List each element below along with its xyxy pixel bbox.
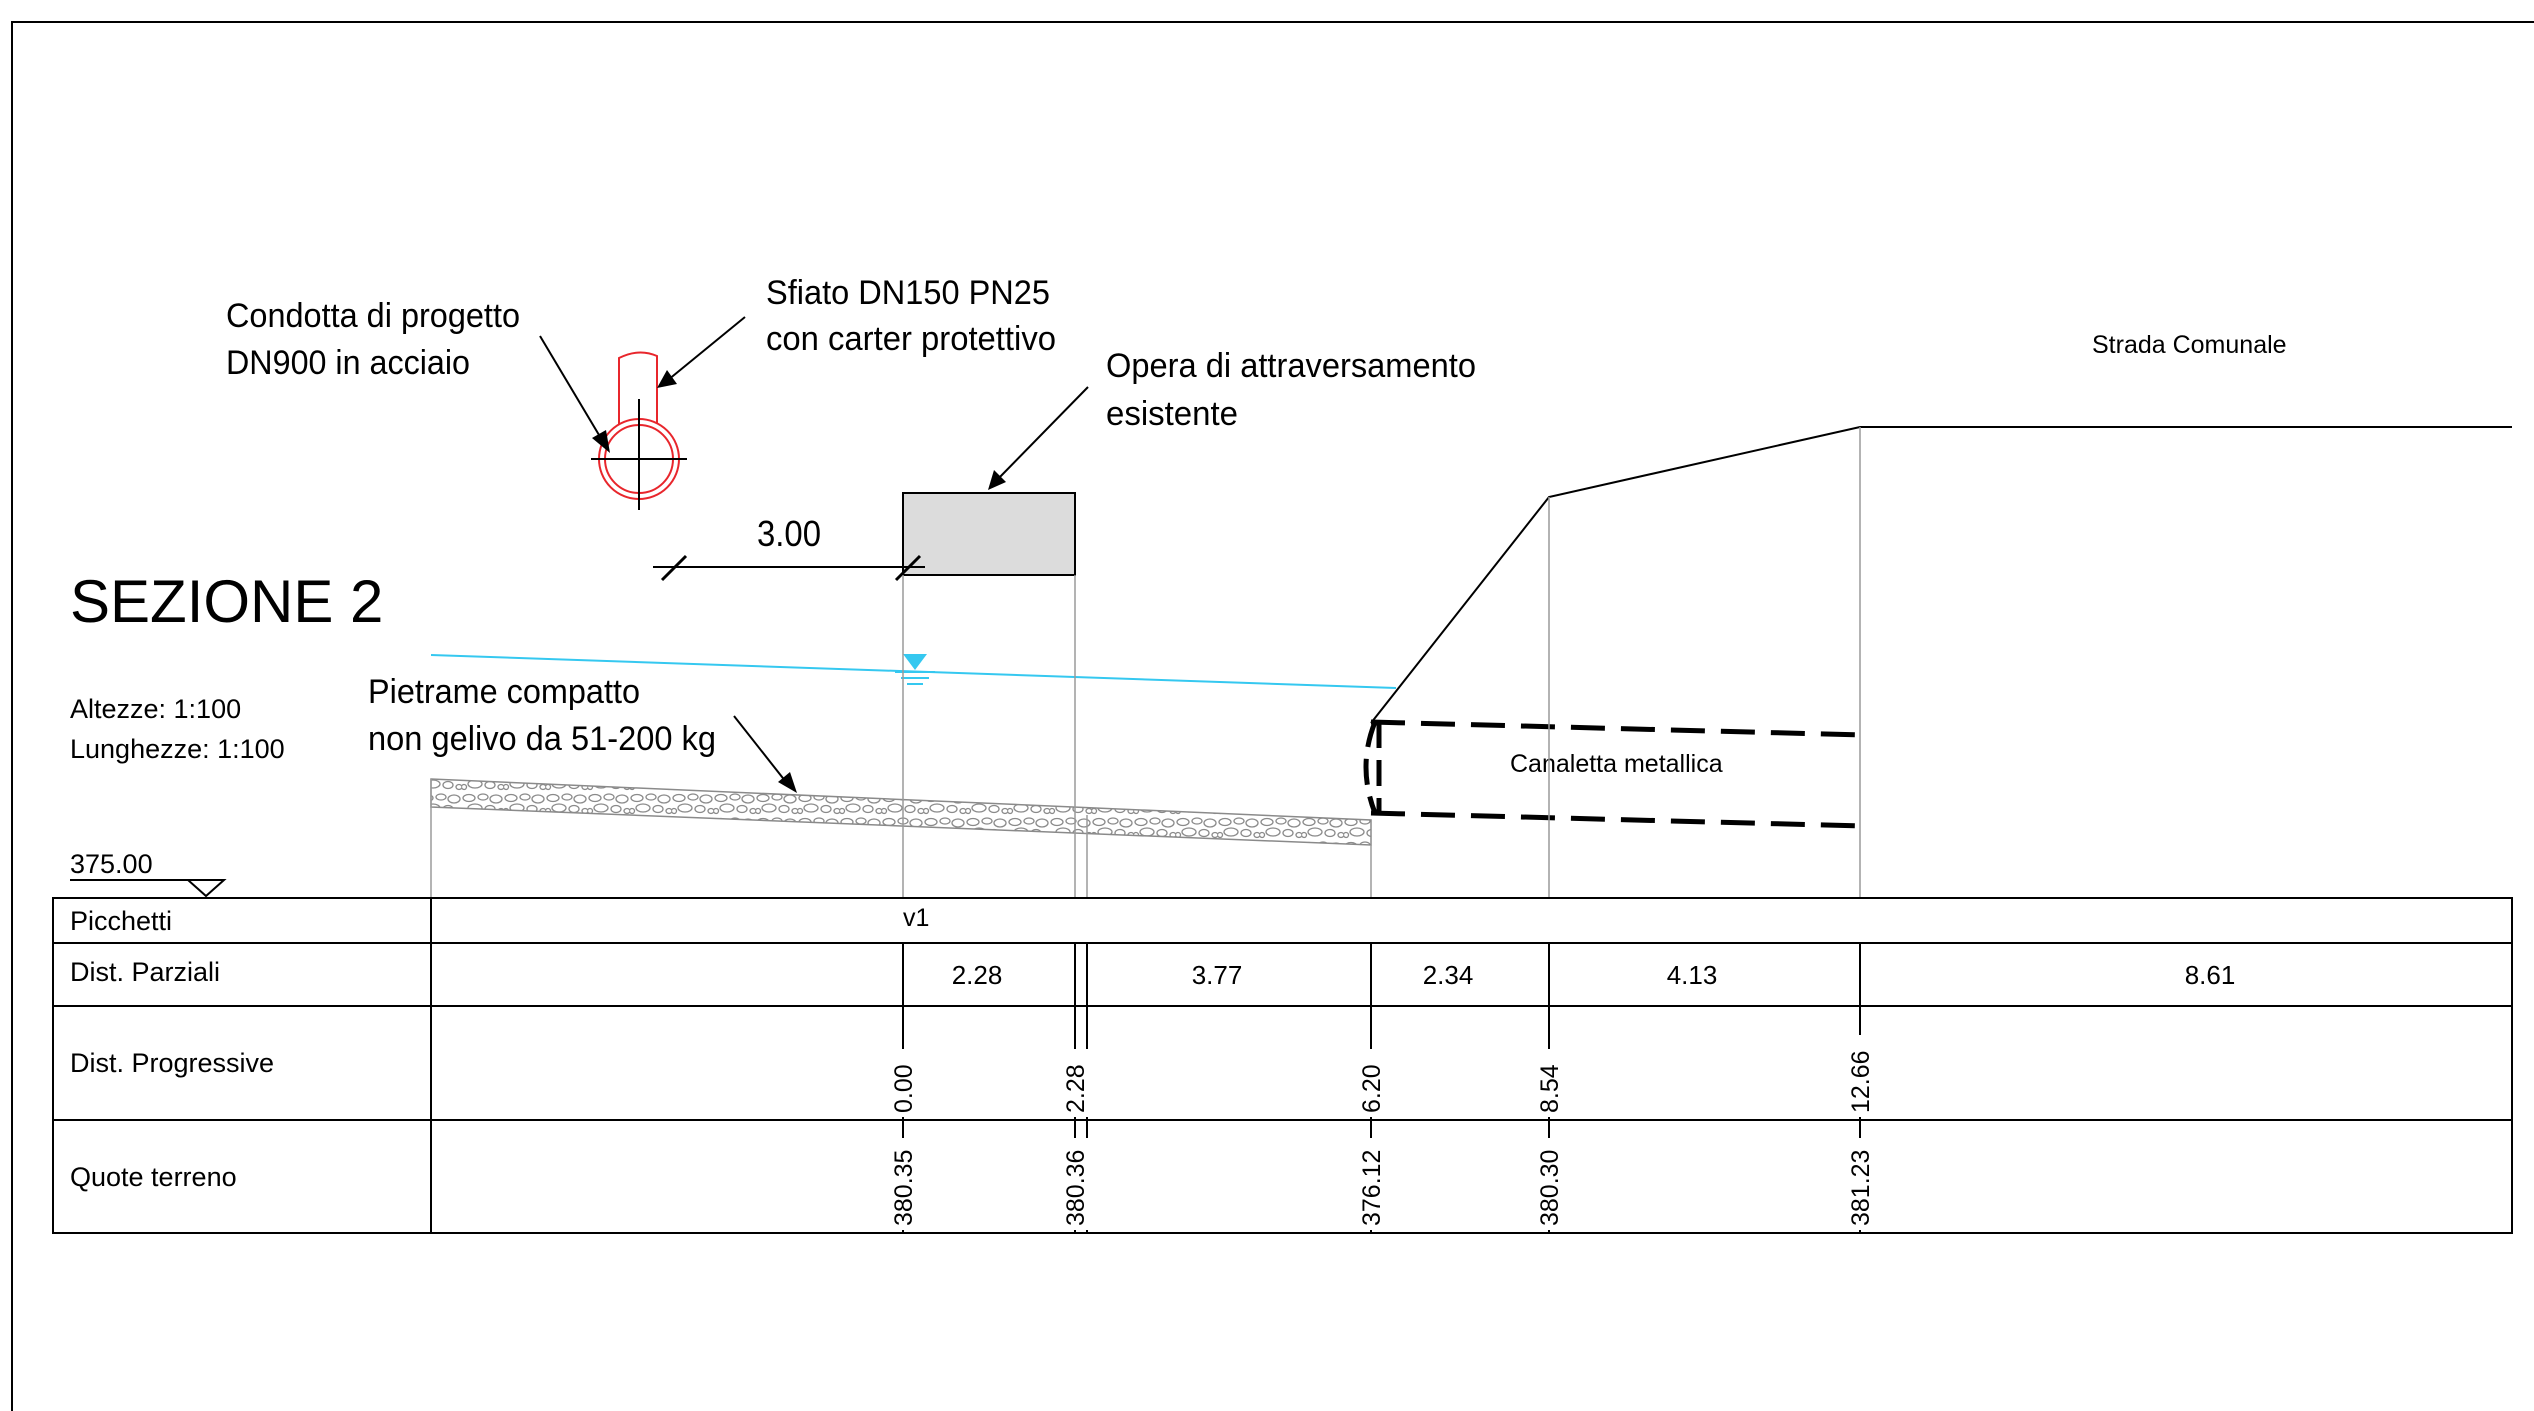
partial-3: 2.34 [1423,960,1474,990]
progressive-values: 0.00 2.28 6.20 8.54 12.66 [888,1035,1875,1117]
partial-4: 4.13 [1667,960,1718,990]
pipe-leader [539,335,603,441]
dimension-label: 3.00 [757,513,821,554]
picchetto-v1: v1 [903,904,929,932]
vent-label-2: con carter protettivo [766,320,1056,358]
elevation-values: 380.35 380.36 376.12 380.30 381.23 [888,1138,1875,1230]
channel-bottom [1370,810,1863,829]
scale-heights: Altezze: 1:100 [70,694,241,724]
riprap-label-1: Pietrame compatto [368,673,640,711]
pipe-label-1: Condotta di progetto [226,297,520,335]
elevation-1: 380.35 [890,1150,918,1226]
water-triangle [903,654,927,670]
progressive-3: 6.20 [1358,1064,1386,1113]
channel-top [1370,719,1863,738]
road-label: Strada Comunale [2092,331,2287,359]
vent-pipe [618,351,658,424]
elevation-5: 381.23 [1847,1150,1875,1226]
progressive-5: 12.66 [1847,1050,1875,1113]
elevation-3: 376.12 [1358,1150,1386,1226]
vent-label-1: Sfiato DN150 PN25 [766,274,1050,312]
channel-label: Canaletta metallica [1510,750,1723,778]
elevation-4: 380.30 [1536,1150,1564,1226]
pipe-label-2: DN900 in acciaio [226,344,470,382]
riprap-leader-arrow [778,772,797,793]
metal-channel [1363,719,1863,829]
elevation-2: 380.36 [1062,1150,1090,1226]
table-frame [52,897,2513,1234]
crossing-structure [902,492,1076,576]
row-label-parziali: Dist. Parziali [70,957,220,987]
dimension-tick-right [894,554,922,582]
riprap-band [430,778,1372,846]
crossing-label-1: Opera di attraversamento [1106,347,1476,385]
pipe-symbol [591,351,687,510]
vent-leader-arrow [657,370,677,388]
crossing-leader-arrow [988,470,1006,490]
row-label-quote: Quote terreno [70,1162,237,1192]
partial-2: 3.77 [1192,960,1243,990]
row-label-progressive: Dist. Progressive [70,1048,274,1078]
section-title: SEZIONE 2 [70,568,383,635]
profile-table: Picchetti Dist. Parziali Dist. Progressi… [52,897,2513,1234]
row-label-picchetti: Picchetti [70,906,172,936]
crossing-leader [995,386,1089,482]
riprap-label-2: non gelivo da 51-200 kg [368,720,716,758]
scale-lengths: Lunghezze: 1:100 [70,734,285,764]
partial-1: 2.28 [952,960,1003,990]
progressive-4: 8.54 [1536,1064,1564,1113]
pipe-leader-arrow [592,430,610,453]
vent-leader [667,316,746,381]
terrain-profile [1370,426,2512,724]
crossing-label-2: esistente [1106,395,1238,433]
progressive-1: 0.00 [890,1064,918,1113]
drawing-frame [11,21,2534,1411]
datum-triangle [185,879,227,898]
progressive-2: 2.28 [1062,1064,1090,1113]
riprap-leader [733,715,787,783]
datum-label: 375.00 [70,849,153,879]
partial-5: 8.61 [2185,960,2236,990]
dimension-tick-left [660,554,688,582]
channel-end [1363,721,1378,814]
water-level-symbol [895,654,935,685]
